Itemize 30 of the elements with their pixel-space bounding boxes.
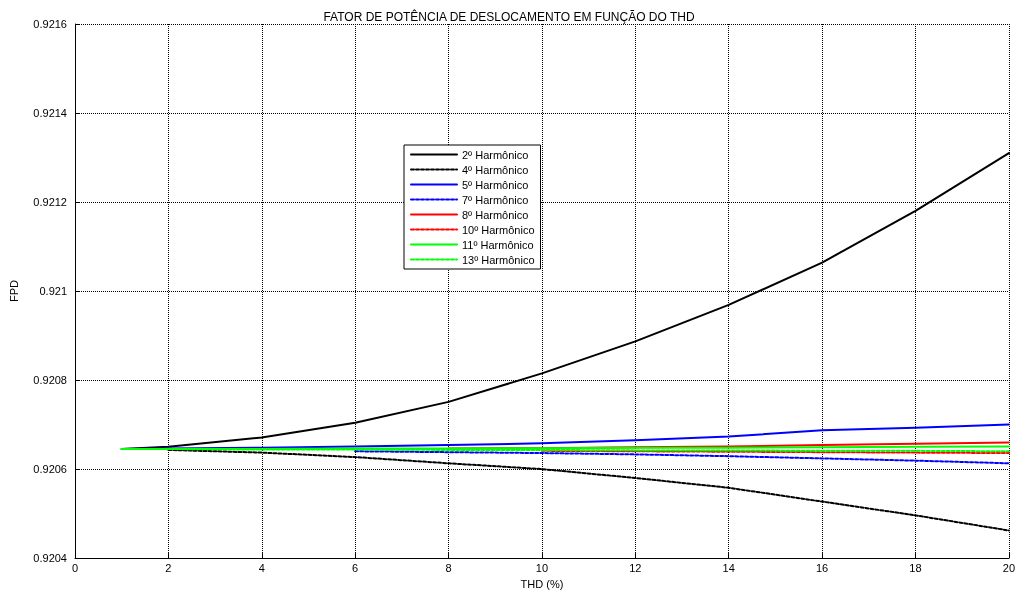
line-series [354,450,1010,465]
y-tick-label: 0.9206 [33,463,67,476]
x-tick-label: 4 [258,561,265,574]
legend-label: 7º Harmônico [462,193,529,206]
y-tick-label: 0.9212 [33,196,67,209]
x-tick-label: 10 [535,561,549,574]
legend-label: 13º Harmônico [462,253,535,266]
y-tick-label: 0.921 [39,285,67,298]
x-tick-label: 14 [722,561,735,574]
x-tick-label: 8 [445,561,452,574]
legend-label: 8º Harmônico [462,208,529,221]
legend-label: 11º Harmônico [462,238,534,251]
legend-label: 10º Harmônico [462,223,535,236]
legend-label: 4º Harmônico [462,163,529,176]
x-tick-label: 16 [815,561,829,574]
chart-title: FATOR DE POTÊNCIA DE DESLOCAMENTO EM FUNÇÃO DO THD [323,9,695,24]
legend-label: 2º Harmônico [462,148,529,161]
x-tick-label: 12 [629,561,642,574]
x-tick-label: 20 [1002,561,1016,574]
legend-label: 5º Harmônico [462,178,529,191]
x-axis-title: THD (%) [520,577,564,590]
x-tick-label: 18 [909,561,922,574]
x-tick-label: 6 [352,561,359,574]
y-tick-label: 0.9208 [33,374,67,387]
y-tick-label: 0.9204 [33,552,67,565]
y-tick-label: 0.9216 [33,18,67,30]
x-tick-label: 2 [165,561,172,574]
y-tick-label: 0.9214 [33,107,67,120]
y-axis-title: FPD [7,279,20,303]
x-tick-label: 0 [71,561,79,574]
